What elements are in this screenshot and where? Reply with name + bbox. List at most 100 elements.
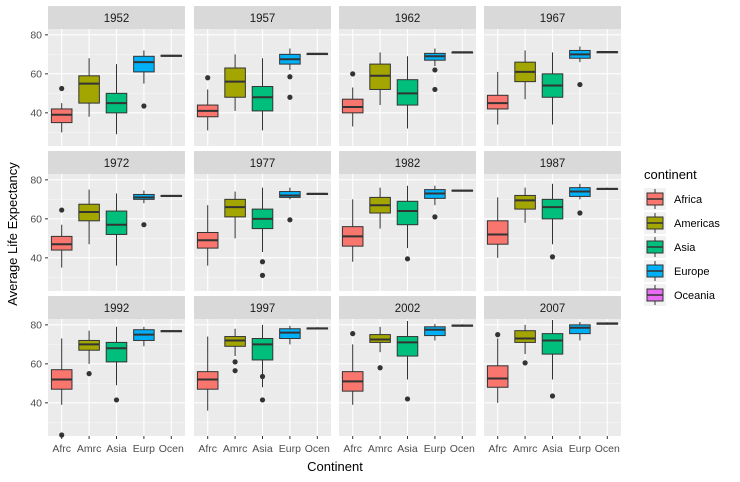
outlier-point [577, 210, 583, 216]
box-afrc-1992 [50, 338, 73, 438]
facet-strip-label: 1997 [250, 303, 276, 315]
box-asia-2002 [396, 320, 419, 402]
box-ocen-1987 [596, 187, 619, 190]
box-ocen-1962 [451, 51, 474, 54]
box-body [396, 200, 419, 226]
facet-panel-1997: 1997 Afrc Amrc Asia Eurp Ocen [194, 296, 331, 455]
box-amrc-1957 [224, 54, 246, 111]
legend-item-europe: Europe [644, 260, 709, 282]
outlier-point [86, 371, 92, 377]
legend-label: Oceania [674, 290, 716, 302]
x-tick-label: Ocen [595, 443, 620, 455]
facet-panel-1962: 1962 [339, 6, 476, 146]
facet-panel-1972: 1972 40 60 80 [30, 151, 185, 291]
box-eurp-1952 [133, 50, 155, 109]
box-body [486, 365, 509, 388]
facet-strip [484, 6, 621, 29]
box-asia-2007 [541, 319, 564, 399]
legend-label: Europe [674, 266, 709, 278]
box-afrc-1952 [50, 85, 73, 133]
box-body [133, 55, 155, 73]
outlier-point [432, 67, 438, 73]
box-body [78, 75, 100, 104]
box-eurp-1997 [279, 325, 301, 345]
box-ocen-1967 [596, 51, 619, 54]
x-tick-label: Ocen [305, 443, 330, 455]
x-tick-label: Afrc [198, 443, 217, 455]
box-body [251, 338, 274, 361]
facet-strip-label: 1987 [540, 158, 566, 170]
y-tick-label: 60 [30, 358, 42, 370]
box-amrc-2002 [369, 326, 391, 371]
facet-strip [48, 151, 185, 174]
x-axis-title: Continent [307, 459, 363, 474]
x-tick-label: Afrc [488, 443, 507, 455]
box-eurp-1957 [279, 48, 301, 100]
box-asia-1997 [251, 324, 274, 403]
x-tick-label: Ocen [450, 443, 475, 455]
box-body [486, 220, 509, 245]
outlier-point [205, 75, 211, 81]
y-tick-label: 40 [30, 252, 42, 264]
x-tick-label: Afrc [343, 443, 362, 455]
box-ocen-2002 [451, 324, 474, 327]
box-afrc-1997 [196, 336, 219, 411]
box-afrc-1982 [341, 199, 364, 262]
outlier-point [287, 94, 293, 100]
outlier-point [59, 432, 65, 438]
box-amrc-1997 [224, 328, 246, 374]
outlier-point [522, 360, 528, 366]
facet-panel-2007: 2007 Afrc Amrc Asia Eurp Ocen [484, 296, 621, 455]
x-tick-label: Asia [542, 443, 563, 455]
outlier-point [495, 332, 501, 338]
box-asia-1972 [105, 193, 128, 266]
box-ocen-1952 [160, 54, 183, 57]
outlier-point [432, 86, 438, 93]
outlier-point [404, 256, 411, 262]
facet-strip [339, 151, 476, 174]
x-tick-label: Amrc [223, 443, 248, 455]
facet-strip-label: 1972 [104, 158, 130, 170]
box-amrc-1982 [369, 187, 391, 229]
box-ocen-1997 [306, 327, 329, 330]
outlier-point [549, 254, 556, 260]
box-asia-1977 [251, 187, 274, 278]
facet-panel-1967: 1967 [484, 6, 621, 146]
outlier-point [59, 85, 65, 92]
box-afrc-1957 [196, 75, 219, 131]
facet-strip-label: 1992 [104, 303, 130, 315]
box-amrc-2007 [514, 324, 536, 366]
x-tick-label: Asia [397, 443, 418, 455]
box-ocen-1982 [451, 189, 474, 192]
box-eurp-1967 [569, 46, 591, 88]
box-amrc-1992 [78, 330, 100, 377]
legend-label: Africa [674, 194, 703, 206]
facet-panels: 1952 40 60 80 1957 1962 1967 1972 40 60 80 1977 1982… [30, 6, 621, 455]
box-eurp-2007 [569, 321, 591, 341]
outlier-point [232, 368, 238, 374]
box-amrc-1962 [369, 52, 391, 106]
outlier-point [549, 393, 556, 399]
y-axis-title: Average Life Expectancy [5, 162, 20, 306]
box-eurp-2002 [424, 323, 446, 341]
y-tick-label: 60 [30, 213, 42, 225]
outlier-point [113, 397, 120, 403]
facet-strip [484, 296, 621, 319]
legend: continent Africa Americas Asia Europe Oceani… [644, 167, 720, 306]
y-tick-label: 60 [30, 68, 42, 80]
legend-label: Asia [674, 242, 696, 254]
box-asia-1992 [105, 326, 128, 403]
box-asia-1987 [541, 183, 564, 260]
box-asia-1952 [105, 64, 128, 135]
box-amrc-1972 [78, 189, 100, 245]
box-amrc-1967 [514, 50, 536, 100]
box-afrc-2007 [486, 332, 509, 403]
outlier-point [141, 103, 147, 109]
outlier-point [287, 217, 293, 223]
box-body [514, 330, 536, 343]
box-ocen-1957 [306, 52, 329, 56]
x-tick-label: Eurp [133, 443, 155, 455]
x-tick-label: Eurp [279, 443, 301, 455]
box-body [541, 198, 564, 220]
